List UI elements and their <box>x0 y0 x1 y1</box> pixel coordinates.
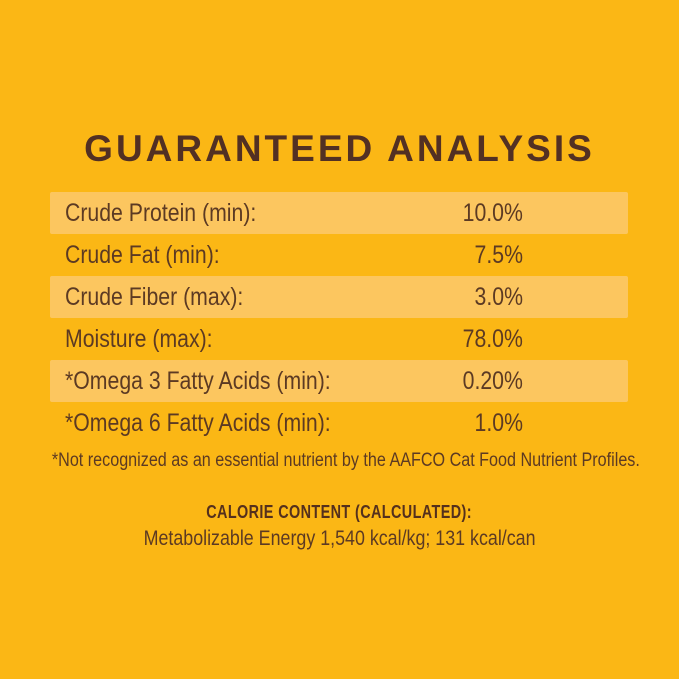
row-value: 10.0% <box>462 198 523 227</box>
row-label: Crude Protein (min): <box>65 198 257 227</box>
row-value: 1.0% <box>474 408 523 437</box>
guaranteed-analysis-title: GUARANTEED ANALYSIS <box>84 128 595 169</box>
table-row: Crude Fat (min): 7.5% <box>50 234 628 276</box>
row-label: Moisture (max): <box>65 324 213 353</box>
table-row: *Omega 3 Fatty Acids (min): 0.20% <box>50 360 628 402</box>
row-value: 7.5% <box>474 240 523 269</box>
calorie-content-heading-text: CALORIE CONTENT (CALCULATED): <box>206 502 473 522</box>
table-row: Moisture (max): 78.0% <box>50 318 628 360</box>
row-value: 0.20% <box>462 366 523 395</box>
row-label: *Omega 6 Fatty Acids (min): <box>65 408 331 437</box>
calorie-content-body: Metabolizable Energy 1,540 kcal/kg; 131 … <box>0 526 679 552</box>
table-row: Crude Fiber (max): 3.0% <box>50 276 628 318</box>
aafco-footnote-text: *Not recognized as an essential nutrient… <box>51 450 640 471</box>
calorie-content-body-text: Metabolizable Energy 1,540 kcal/kg; 131 … <box>143 527 536 550</box>
table-row: *Omega 6 Fatty Acids (min): 1.0% <box>50 402 628 444</box>
table-row: Crude Protein (min): 10.0% <box>50 192 628 234</box>
row-label: *Omega 3 Fatty Acids (min): <box>65 366 331 395</box>
analysis-table: Crude Protein (min): 10.0% Crude Fat (mi… <box>50 192 628 444</box>
row-value: 3.0% <box>474 282 523 311</box>
calorie-content-heading: CALORIE CONTENT (CALCULATED): <box>0 501 679 523</box>
row-label: Crude Fiber (max): <box>65 282 244 311</box>
row-value: 78.0% <box>462 324 523 353</box>
aafco-footnote: *Not recognized as an essential nutrient… <box>0 449 679 473</box>
row-label: Crude Fat (min): <box>65 240 220 269</box>
